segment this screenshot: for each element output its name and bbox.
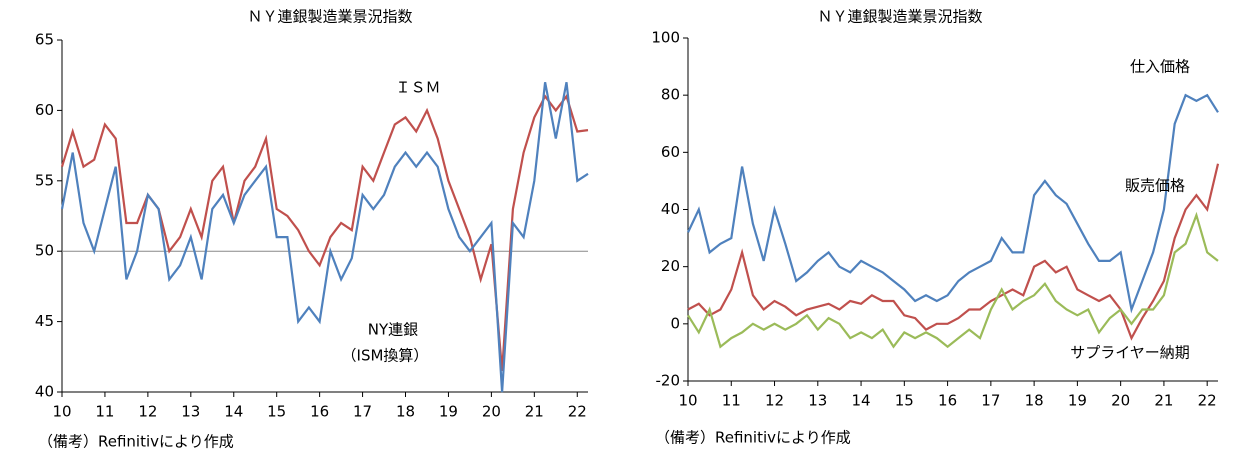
x-tick-label: 20 [482, 403, 501, 421]
y-tick-label: 0 [670, 314, 680, 332]
y-tick-label: 55 [35, 171, 54, 189]
y-tick-label: 60 [35, 101, 54, 119]
series-line [687, 93, 1219, 314]
y-tick-label: 40 [35, 383, 54, 401]
y-tick-label: 45 [35, 312, 54, 330]
x-tick-label: 17 [981, 392, 1000, 410]
x-tick-label: 19 [439, 403, 458, 421]
y-tick-label: 60 [661, 143, 680, 161]
series-label: サプライヤー納期 [1070, 344, 1190, 362]
x-tick-label: 11 [95, 403, 114, 421]
y-tick-label: 80 [661, 86, 680, 104]
y-tick-label: 65 [35, 31, 54, 49]
footnote: （備考）Refinitivにより作成 [655, 429, 851, 447]
x-tick-label: 18 [396, 403, 415, 421]
x-tick-label: 20 [1111, 392, 1130, 410]
y-tick-label: 20 [661, 257, 680, 275]
series-label: 仕入価格 [1130, 58, 1190, 76]
x-tick-label: 13 [181, 403, 200, 421]
x-tick-label: 18 [1025, 392, 1044, 410]
x-tick-label: 11 [722, 392, 741, 410]
x-tick-label: 19 [1068, 392, 1087, 410]
series-line [687, 211, 1219, 349]
x-tick-label: 14 [852, 392, 871, 410]
x-tick-label: 10 [678, 392, 697, 410]
series-line [60, 81, 589, 393]
chart-title: ＮＹ連銀製造業景況指数 [817, 8, 982, 26]
x-tick-label: 12 [765, 392, 784, 410]
y-tick-label: 100 [651, 29, 680, 47]
y-tick-label: 50 [35, 242, 54, 260]
series-label: 販売価格 [1125, 177, 1185, 195]
y-tick-label: -20 [656, 372, 681, 390]
x-tick-label: 14 [224, 403, 243, 421]
chart-title: ＮＹ連銀製造業景況指数 [247, 8, 412, 26]
x-tick-label: 15 [895, 392, 914, 410]
series-line [687, 163, 1220, 341]
x-tick-label: 21 [1154, 392, 1173, 410]
x-tick-label: 22 [1198, 392, 1217, 410]
x-tick-label: 15 [267, 403, 286, 421]
annotation: NY連銀 [368, 321, 418, 339]
x-tick-label: 16 [938, 392, 957, 410]
annotation: ＩＳＭ [395, 79, 440, 97]
x-tick-label: 17 [353, 403, 372, 421]
x-tick-label: 12 [138, 403, 157, 421]
annotation: （ISM換算） [342, 347, 429, 365]
y-tick-label: 40 [661, 200, 680, 218]
x-tick-label: 22 [568, 403, 587, 421]
x-tick-label: 10 [52, 403, 71, 421]
x-tick-label: 13 [808, 392, 827, 410]
x-tick-label: 21 [525, 403, 544, 421]
x-tick-label: 16 [310, 403, 329, 421]
footnote: （備考）Refinitivにより作成 [38, 433, 234, 451]
